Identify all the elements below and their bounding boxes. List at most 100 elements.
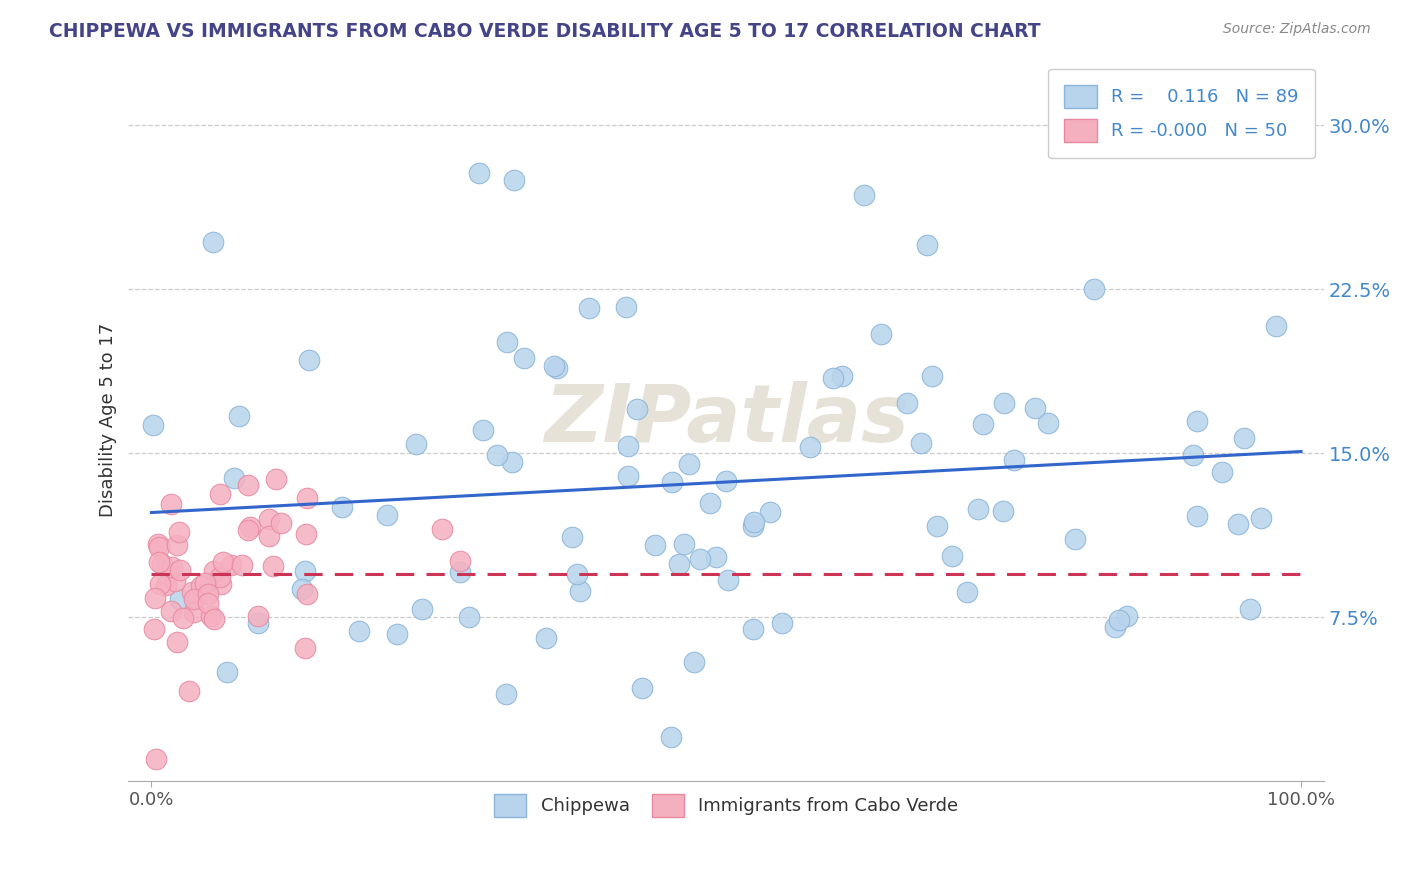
Point	[993, 504, 1015, 518]
Point	[1002, 452, 1025, 467]
Point	[181, 585, 204, 599]
Point	[142, 418, 165, 433]
Point	[1226, 516, 1249, 531]
Point	[561, 530, 583, 544]
Point	[1104, 620, 1126, 634]
Point	[143, 591, 166, 605]
Point	[145, 752, 167, 766]
Point	[257, 529, 280, 543]
Point	[385, 627, 408, 641]
Point	[294, 564, 316, 578]
Point	[150, 557, 173, 571]
Point	[853, 188, 876, 202]
Point	[1064, 532, 1087, 546]
Point	[742, 515, 765, 529]
Point	[219, 558, 242, 572]
Legend: Chippewa, Immigrants from Cabo Verde: Chippewa, Immigrants from Cabo Verde	[485, 785, 967, 826]
Point	[238, 524, 260, 538]
Point	[668, 557, 690, 571]
Point	[298, 352, 321, 367]
Point	[209, 577, 232, 591]
Point	[993, 396, 1015, 410]
Point	[202, 612, 225, 626]
Point	[799, 440, 821, 454]
Point	[567, 566, 589, 581]
Point	[183, 591, 205, 606]
Point	[925, 519, 948, 533]
Point	[228, 409, 250, 423]
Point	[246, 615, 269, 630]
Point	[578, 301, 600, 315]
Point	[172, 611, 194, 625]
Point	[716, 573, 738, 587]
Point	[262, 558, 284, 573]
Point	[201, 235, 224, 249]
Point	[166, 634, 188, 648]
Point	[678, 457, 700, 471]
Point	[411, 601, 433, 615]
Point	[270, 516, 292, 530]
Point	[159, 604, 181, 618]
Text: CHIPPEWA VS IMMIGRANTS FROM CABO VERDE DISABILITY AGE 5 TO 17 CORRELATION CHART: CHIPPEWA VS IMMIGRANTS FROM CABO VERDE D…	[49, 22, 1040, 41]
Point	[759, 506, 782, 520]
Point	[155, 577, 177, 591]
Point	[1036, 417, 1059, 431]
Point	[405, 437, 427, 451]
Point	[259, 511, 281, 525]
Point	[295, 491, 318, 505]
Point	[236, 478, 259, 492]
Y-axis label: Disability Age 5 to 17: Disability Age 5 to 17	[100, 323, 117, 517]
Point	[1278, 118, 1301, 132]
Point	[617, 468, 640, 483]
Point	[169, 563, 191, 577]
Point	[1083, 282, 1105, 296]
Point	[217, 665, 239, 679]
Point	[831, 368, 853, 383]
Point	[231, 558, 253, 573]
Point	[1185, 509, 1208, 524]
Point	[468, 166, 491, 180]
Point	[1115, 608, 1137, 623]
Point	[1250, 511, 1272, 525]
Point	[1024, 401, 1046, 416]
Point	[208, 487, 231, 501]
Point	[163, 574, 186, 589]
Point	[626, 402, 648, 417]
Point	[742, 622, 765, 636]
Point	[568, 583, 591, 598]
Point	[197, 596, 219, 610]
Point	[149, 577, 172, 591]
Point	[208, 570, 231, 584]
Point	[330, 500, 353, 514]
Point	[536, 631, 558, 645]
Point	[457, 610, 479, 624]
Point	[614, 300, 637, 314]
Point	[200, 608, 222, 623]
Point	[148, 541, 170, 555]
Point	[921, 368, 943, 383]
Point	[1185, 413, 1208, 427]
Point	[1211, 465, 1233, 479]
Point	[148, 555, 170, 569]
Point	[714, 474, 737, 488]
Point	[513, 351, 536, 365]
Point	[543, 359, 565, 373]
Point	[166, 539, 188, 553]
Point	[659, 731, 682, 745]
Point	[501, 455, 523, 469]
Point	[471, 423, 494, 437]
Point	[239, 519, 262, 533]
Point	[485, 448, 508, 462]
Point	[683, 656, 706, 670]
Point	[1182, 448, 1205, 462]
Point	[1108, 613, 1130, 627]
Point	[291, 582, 314, 596]
Point	[699, 496, 721, 510]
Point	[941, 549, 963, 563]
Text: ZIPatlas: ZIPatlas	[544, 381, 908, 459]
Point	[910, 435, 932, 450]
Point	[956, 584, 979, 599]
Point	[617, 440, 640, 454]
Point	[160, 560, 183, 574]
Point	[495, 334, 517, 349]
